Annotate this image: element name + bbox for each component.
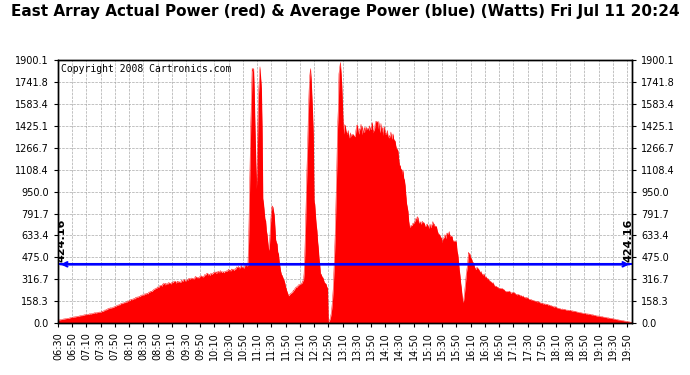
Text: East Array Actual Power (red) & Average Power (blue) (Watts) Fri Jul 11 20:24: East Array Actual Power (red) & Average … [10,4,680,19]
Text: 424.16: 424.16 [624,218,633,261]
Text: 424.16: 424.16 [57,218,66,261]
Text: Copyright 2008 Cartronics.com: Copyright 2008 Cartronics.com [61,64,231,74]
